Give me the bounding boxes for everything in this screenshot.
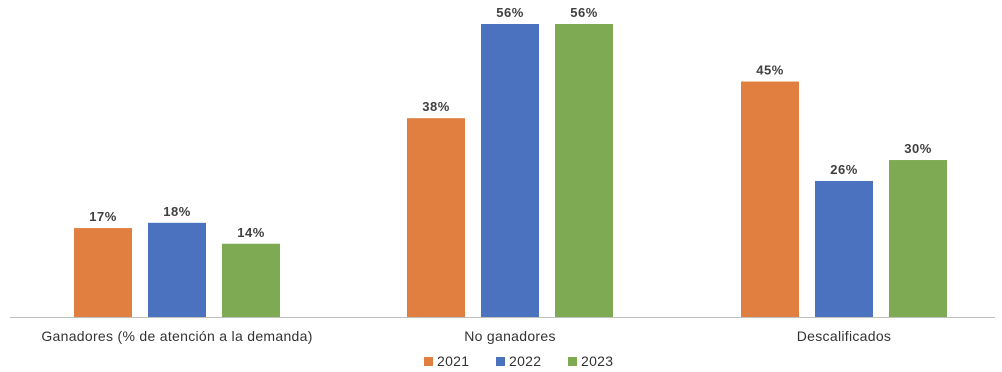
bars-layer: [74, 24, 947, 317]
bar-2023-2: [555, 24, 613, 317]
bar-2022-3: [815, 180, 873, 317]
bar-2023-1: [222, 243, 280, 317]
value-label: 14%: [237, 225, 265, 240]
bar-2021-1: [74, 228, 132, 317]
legend-swatch-2022: [496, 357, 505, 366]
legend-label: 2023: [581, 353, 613, 369]
bar-2022-1: [148, 222, 206, 317]
legend-swatch-2021: [424, 357, 433, 366]
legend-label: 2021: [437, 353, 469, 369]
value-label: 26%: [830, 162, 858, 177]
bar-2021-2: [407, 118, 465, 317]
category-label: No ganadores: [464, 328, 556, 344]
value-label: 18%: [163, 204, 191, 219]
value-label: 56%: [570, 5, 598, 20]
value-label: 30%: [904, 141, 932, 156]
category-labels-layer: Ganadores (% de atención a la demanda) No…: [41, 328, 891, 344]
category-label: Ganadores (% de atención a la demanda): [41, 328, 312, 344]
legend-label: 2022: [509, 353, 541, 369]
bar-2023-3: [889, 160, 947, 317]
value-label: 45%: [756, 63, 784, 78]
value-label: 56%: [496, 5, 524, 20]
legend: 2021 2022 2023: [424, 353, 613, 369]
bar-2021-3: [741, 81, 799, 317]
value-labels-layer: 17% 18% 14% 38% 56% 56% 45% 26% 30%: [89, 5, 932, 240]
legend-swatch-2023: [568, 357, 577, 366]
category-label: Descalificados: [797, 328, 891, 344]
bar-2022-2: [481, 24, 539, 317]
value-label: 38%: [422, 99, 450, 114]
value-label: 17%: [89, 209, 117, 224]
